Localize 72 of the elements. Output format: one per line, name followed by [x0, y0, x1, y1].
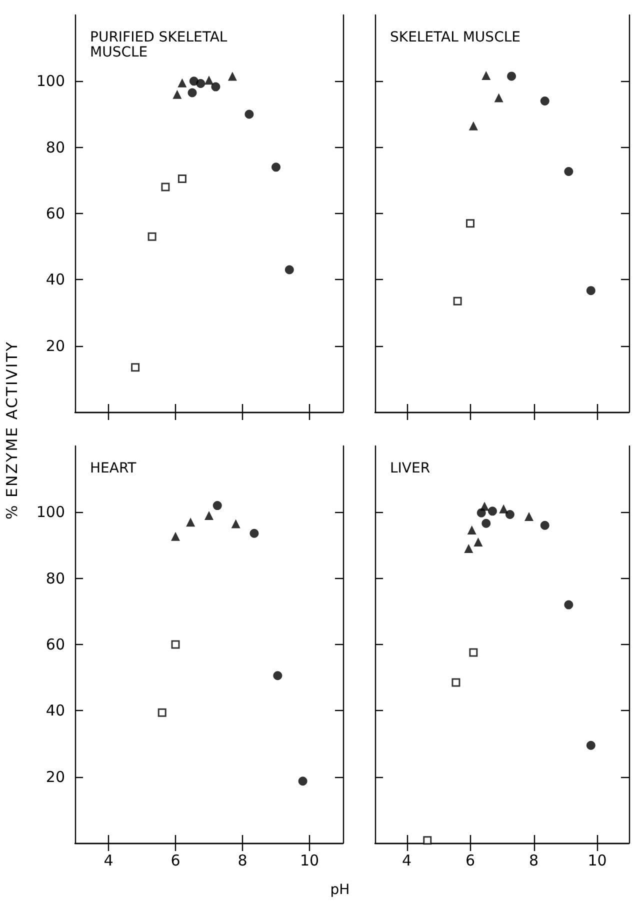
point — [499, 504, 508, 514]
point — [171, 532, 180, 541]
y-tick-label: 20 — [46, 336, 65, 355]
point — [488, 506, 497, 516]
point — [231, 519, 240, 528]
x-tick-label: 4 — [402, 852, 412, 870]
y-tick-label: 80 — [46, 138, 65, 156]
point — [494, 93, 504, 102]
point — [466, 219, 474, 228]
text: LIVER — [390, 460, 430, 476]
point — [172, 90, 182, 99]
point — [131, 363, 140, 372]
y-axis-title: % ENZYME ACTIVITY — [3, 340, 21, 520]
point — [476, 508, 486, 518]
point — [452, 678, 460, 687]
point — [204, 510, 214, 520]
point — [228, 72, 237, 81]
point — [467, 526, 476, 535]
point — [505, 510, 514, 519]
x-tick-label: 10 — [300, 852, 320, 870]
point — [540, 96, 550, 106]
point — [204, 76, 214, 85]
point — [178, 174, 186, 184]
point — [482, 71, 491, 80]
text: SKELETAL MUSCLE — [390, 30, 520, 46]
point — [524, 512, 534, 521]
y-tick-label: 60 — [46, 636, 65, 654]
point — [586, 286, 596, 296]
point — [298, 776, 308, 786]
point — [196, 78, 206, 88]
x-tick-label: 6 — [170, 852, 180, 870]
point — [474, 537, 483, 546]
point — [178, 78, 187, 88]
point — [453, 296, 462, 306]
point — [273, 671, 282, 680]
y-tick-label: 100 — [36, 72, 65, 90]
point — [464, 544, 474, 554]
x-tick-label: 6 — [465, 852, 476, 870]
y-tick-label: 80 — [46, 569, 65, 588]
x-tick-label: 8 — [528, 852, 539, 870]
point — [423, 836, 432, 845]
point — [186, 518, 196, 527]
point — [284, 265, 294, 274]
point — [250, 528, 259, 538]
x-tick-label: 4 — [104, 852, 114, 870]
point — [244, 110, 254, 119]
x-tick-label: 8 — [238, 852, 248, 870]
point — [161, 182, 170, 192]
point — [482, 518, 491, 528]
y-tick-label: 40 — [46, 270, 65, 289]
point — [586, 740, 596, 750]
text: PURIFIED SKELETAL MUSCLE — [90, 30, 232, 60]
point — [148, 232, 156, 241]
point — [212, 501, 222, 510]
y-tick-label: 60 — [46, 204, 65, 222]
x-tick-label: 10 — [588, 852, 607, 870]
point — [564, 600, 574, 610]
x-axis-title: pH — [330, 882, 350, 898]
point — [211, 82, 220, 92]
point — [469, 648, 478, 657]
point — [171, 640, 180, 649]
y-tick-label: 40 — [46, 702, 65, 720]
point — [540, 520, 550, 530]
point — [158, 708, 166, 717]
point — [468, 121, 478, 130]
point — [272, 162, 280, 172]
text: HEART — [90, 460, 137, 476]
y-tick-label: 100 — [36, 503, 65, 522]
point — [564, 166, 574, 176]
y-tick-label: 20 — [46, 768, 65, 786]
point — [507, 72, 516, 81]
point — [188, 88, 197, 98]
